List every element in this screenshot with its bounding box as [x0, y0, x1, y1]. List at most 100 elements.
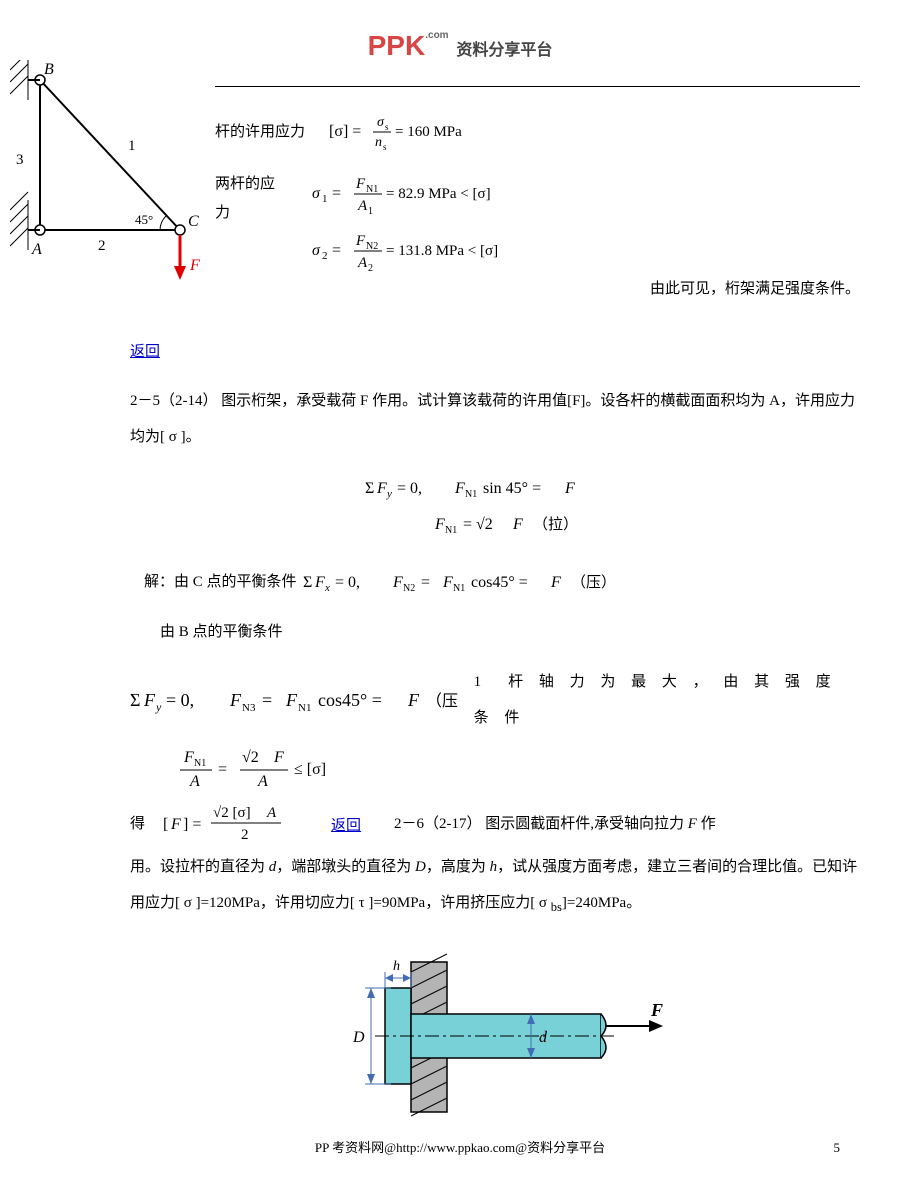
dim-d-lower: d: [539, 1029, 548, 1046]
truss-label-angle: 45°: [135, 212, 153, 227]
truss-label-3: 3: [16, 152, 24, 168]
svg-text:F: F: [355, 176, 366, 192]
truss-label-c: C: [188, 213, 199, 230]
svg-text:[σ] =: [σ] =: [329, 123, 361, 140]
svg-text:N1: N1: [366, 184, 378, 195]
svg-text:N1: N1: [194, 758, 206, 769]
page-number: 5: [834, 1140, 841, 1156]
svg-text:= √2: = √2: [463, 516, 493, 533]
svg-text:=: =: [421, 574, 430, 591]
svg-text:F: F: [355, 233, 366, 249]
svg-text:Σ: Σ: [130, 690, 140, 710]
truss-label-b: B: [44, 61, 54, 78]
svg-text:2: 2: [241, 827, 249, 843]
eq-b-balance: Σ Fy = 0, FN3 = FN1 cos45° = F （压）: [130, 684, 458, 716]
eq-sigma2: σ2 = FN2 A2 = 131.8 MPa < [σ]: [312, 227, 592, 273]
truss-label-f: F: [189, 257, 200, 274]
svg-text:N1: N1: [298, 702, 311, 714]
site-logo: PPK.com 资料分享平台: [368, 30, 553, 62]
dim-d-upper: D: [352, 1029, 365, 1046]
svg-text:（压）: （压）: [571, 574, 616, 591]
svg-text:y: y: [386, 488, 392, 500]
svg-text:F: F: [170, 816, 181, 833]
svg-text:F: F: [376, 480, 387, 497]
svg-text:√2 [σ]: √2 [σ]: [213, 805, 251, 821]
return-link-2[interactable]: 返回: [331, 814, 361, 835]
svg-text:σ: σ: [377, 115, 385, 130]
truss-label-a: A: [31, 241, 42, 258]
svg-text:F: F: [392, 574, 403, 591]
main-content: 返回 2－5（2-14） 图示桁架，承受载荷 F 作用。试计算该载荷的许用值[F…: [130, 340, 860, 1122]
note-1-label: 1 杆 轴 力 为 最 大 ， 由 其 强 度 条 件: [474, 664, 860, 736]
svg-text:=: =: [332, 242, 341, 259]
svg-text:[: [: [163, 816, 168, 833]
svg-text:2: 2: [322, 250, 328, 262]
svg-text:= 160 MPa: = 160 MPa: [395, 124, 462, 140]
svg-text:A: A: [266, 805, 277, 821]
eq-c-balance-y: Σ Fy = 0, FN1 sin 45° = F FN1 = √2 F （拉）: [325, 473, 665, 543]
get-label: 得: [130, 806, 145, 842]
svg-text:1: 1: [322, 193, 328, 205]
svg-text:= 0,: = 0,: [397, 480, 438, 497]
eq-f-result: [ F ] = √2 [σ] A 2: [163, 799, 313, 849]
svg-text:= 0,: = 0,: [166, 690, 212, 710]
svg-text:=: =: [262, 690, 272, 710]
svg-text:F: F: [273, 749, 284, 766]
svg-text:A: A: [257, 773, 268, 790]
svg-text:= 131.8 MPa < [σ]: = 131.8 MPa < [σ]: [386, 243, 498, 259]
logo-pp: PP: [368, 30, 405, 61]
b-balance-label: 由 B 点的平衡条件: [130, 614, 860, 650]
svg-text:F: F: [407, 690, 420, 710]
solve-c-label: 解：由 C 点的平衡条件: [144, 564, 297, 600]
svg-text:F: F: [143, 690, 156, 710]
svg-text:N1: N1: [453, 583, 465, 594]
svg-text:≤ [σ]: ≤ [σ]: [294, 761, 326, 778]
svg-text:F: F: [229, 690, 242, 710]
svg-text:（压）: （压）: [426, 692, 458, 710]
svg-text:= 82.9 MPa < [σ]: = 82.9 MPa < [σ]: [386, 186, 491, 202]
svg-text:F: F: [550, 574, 561, 591]
svg-text:F: F: [454, 480, 465, 497]
return-link-1[interactable]: 返回: [130, 344, 160, 360]
svg-text:y: y: [155, 700, 162, 714]
problem-2-6-heading-inline: 2－6（2-17） 图示圆截面杆件,承受轴向拉力 F 作: [379, 806, 860, 842]
cylinder-diagram: D d h F: [315, 952, 675, 1122]
svg-text:σ: σ: [312, 185, 321, 202]
svg-text:A: A: [357, 255, 368, 271]
eq-sigma1: σ1 = FN1 A1 = 82.9 MPa < [σ]: [312, 170, 592, 216]
problem-2-5-heading: 2－5（2-14） 图示桁架，承受载荷 F 作用。试计算该载荷的许用值[F]。设…: [130, 383, 860, 455]
eq-strength-cond: FN1 A = √2 F A ≤ [σ]: [180, 744, 380, 794]
svg-text:s: s: [385, 122, 389, 132]
svg-text:F: F: [183, 749, 194, 766]
svg-text:x: x: [324, 582, 330, 594]
logo-dotcom: .com: [425, 30, 448, 41]
eq-c-balance-x: Σ Fx = 0, FN2 = FN1 cos45° = F （压）: [303, 567, 703, 597]
svg-text:F: F: [512, 516, 523, 533]
svg-text:cos45° =: cos45° =: [471, 574, 528, 591]
svg-text:σ: σ: [312, 242, 321, 259]
svg-text:cos45° =: cos45° =: [318, 690, 382, 710]
svg-text:F: F: [285, 690, 298, 710]
two-bar-stress-label: 两杆的应力: [215, 170, 288, 227]
svg-text:2: 2: [368, 263, 373, 273]
svg-text:= 0,: = 0,: [335, 574, 376, 591]
logo-tagline: 资料分享平台: [456, 42, 552, 59]
svg-text:n: n: [375, 135, 382, 150]
problem-2-6-heading-rest: 用。设拉杆的直径为 d，端部墩头的直径为 D，高度为 h，试从强度方面考虑，建立…: [130, 849, 860, 922]
header-rule: [215, 86, 860, 87]
svg-text:F: F: [434, 516, 445, 533]
svg-text:Σ: Σ: [365, 480, 374, 497]
svg-text:N1: N1: [465, 489, 477, 500]
footer-text: PP 考资料网@http://www.ppkao.com@资料分享平台: [0, 1137, 920, 1156]
svg-text:F: F: [442, 574, 453, 591]
svg-text:1: 1: [368, 206, 373, 216]
svg-text:√2: √2: [242, 749, 259, 766]
truss-diagram: B A C 1 2 3 45° F: [10, 60, 210, 280]
allow-stress-label: 杆的许用应力: [215, 118, 305, 147]
svg-text:（拉）: （拉）: [533, 516, 578, 533]
truss-label-1: 1: [128, 138, 136, 154]
top-equations: 杆的许用应力 [σ] = σs ns = 160 MPa 两杆的应力 σ1 = …: [215, 110, 860, 304]
svg-text:sin 45° =: sin 45° =: [483, 480, 541, 497]
force-f-label: F: [650, 1000, 663, 1020]
svg-text:] =: ] =: [183, 816, 201, 833]
